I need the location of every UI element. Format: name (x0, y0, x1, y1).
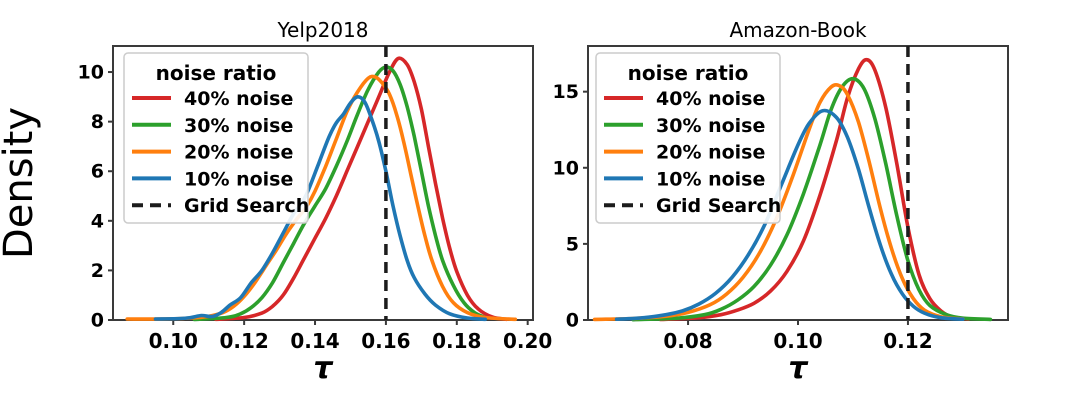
x-tick-label: 0.10 (773, 329, 822, 353)
yelp2018-title: Yelp2018 (276, 18, 368, 42)
legend-label-40-noise: 40% noise (184, 88, 293, 110)
y-tick-label: 2 (91, 260, 104, 282)
amazon-book-chart: 0.08 0.10 0.12 0 5 10 15 noise ratio 40% noise 3… (553, 18, 1009, 386)
yelp2018-y-axis-label: Density (0, 107, 42, 259)
x-tick-label: 0.10 (149, 329, 198, 353)
amazon-book-axes: 0.08 0.10 0.12 0 5 10 15 (553, 45, 1009, 353)
curve-10-noise (614, 108, 965, 321)
y-tick-label: 8 (91, 111, 104, 133)
y-tick-label: 0 (566, 310, 579, 332)
y-tick-label: 6 (91, 161, 104, 183)
legend-label-10-noise: 10% noise (656, 168, 765, 190)
x-tick-label: 0.16 (361, 329, 410, 353)
legend-box (123, 52, 309, 224)
y-tick-label: 0 (91, 310, 104, 332)
yelp2018-x-axis-label: τ (313, 351, 334, 386)
legend-label-20-noise: 20% noise (184, 142, 293, 164)
y-tick-label: 10 (78, 62, 104, 84)
legend-label-grid-search: Grid Search (656, 195, 781, 217)
legend-title: noise ratio (628, 61, 749, 85)
curve-30-noise (192, 65, 487, 322)
y-tick-label: 10 (553, 157, 579, 179)
legend-label-30-noise: 30% noise (184, 115, 293, 137)
x-tick-label: 0.12 (219, 329, 268, 353)
amazon-book-curves (592, 57, 993, 322)
legend-box (595, 52, 781, 224)
legend-label-30-noise: 30% noise (656, 115, 765, 137)
plot-border (112, 45, 534, 321)
legend-label-grid-search: Grid Search (184, 195, 309, 217)
curve-10-noise (153, 94, 487, 322)
curve-20-noise (592, 82, 965, 322)
curve-40-noise (658, 57, 971, 322)
x-tick-label: 0.14 (290, 329, 339, 353)
amazon-book-title: Amazon-Book (729, 18, 867, 42)
legend-title: noise ratio (156, 61, 277, 85)
yelp2018-legend: noise ratio 40% noise 30% noise 20% noise 10… (123, 52, 309, 224)
legend-label-10-noise: 10% noise (184, 168, 293, 190)
legend-label-40-noise: 40% noise (656, 88, 765, 110)
legend-label-20-noise: 20% noise (656, 142, 765, 164)
x-tick-label: 0.12 (883, 329, 932, 353)
x-tick-label: 0.08 (663, 329, 712, 353)
y-tick-label: 4 (91, 210, 104, 232)
x-tick-label: 0.18 (432, 329, 481, 353)
yelp2018-chart: 0.10 0.12 0.14 0.16 0.18 0.20 0 2 4 6 8 10 noise ra… (0, 18, 552, 386)
amazon-book-legend: noise ratio 40% noise 30% noise 20% noise 10… (595, 52, 781, 224)
y-tick-label: 5 (566, 233, 579, 255)
y-tick-label: 15 (553, 81, 579, 103)
yelp2018-axes: 0.10 0.12 0.14 0.16 0.18 0.20 0 2 4 6 8 10 (78, 45, 552, 353)
amazon-book-x-axis-label: τ (788, 351, 809, 386)
x-tick-label: 0.20 (503, 329, 552, 353)
